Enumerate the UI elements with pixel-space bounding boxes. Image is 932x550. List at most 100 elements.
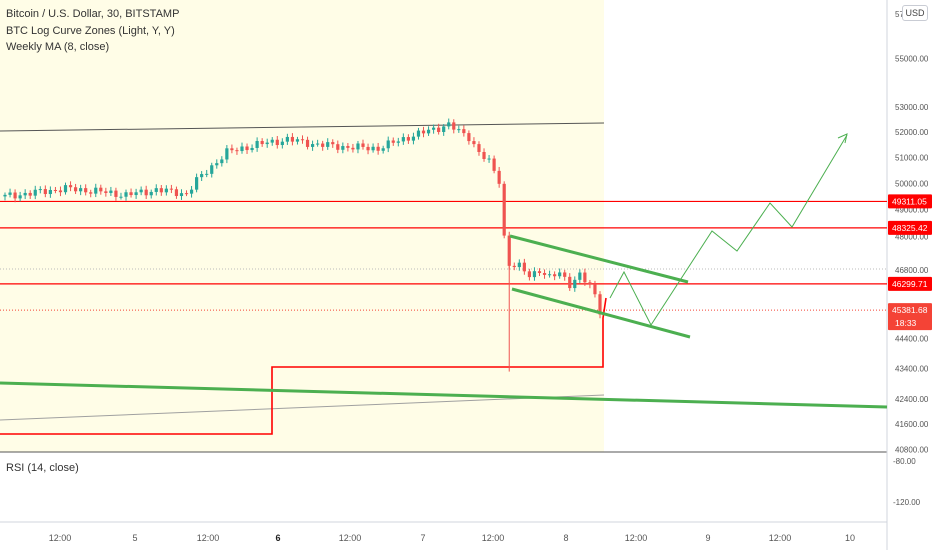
- candle-body: [452, 122, 456, 130]
- candle-body: [245, 146, 249, 151]
- candle-body: [457, 129, 461, 131]
- candle-body: [341, 146, 345, 150]
- candle-body: [467, 133, 471, 142]
- candle-body: [235, 150, 239, 152]
- price-level-tag-text: 48325.42: [892, 223, 928, 233]
- wedge-upper-line[interactable]: [509, 234, 689, 284]
- candle-body: [421, 130, 426, 134]
- time-tick-label: 12:00: [197, 533, 220, 543]
- price-level-tag[interactable]: [888, 276, 932, 291]
- candle-body: [432, 127, 436, 130]
- rsi-tick-label: -120.00: [893, 498, 921, 507]
- candle-body: [114, 190, 118, 197]
- candle-body: [472, 141, 476, 145]
- candle-body: [361, 143, 365, 147]
- candle-body: [573, 279, 577, 289]
- candle-body: [73, 187, 78, 192]
- price-level-tag-text: 49311.05: [892, 196, 927, 206]
- price-tick-label: 44400.00: [895, 335, 929, 344]
- candle-body: [179, 193, 184, 197]
- candle-body: [300, 139, 305, 141]
- candle-body: [200, 174, 204, 178]
- candle-body: [522, 262, 526, 272]
- candle-body: [149, 191, 153, 196]
- candle-body: [462, 129, 466, 134]
- candle-body: [563, 272, 567, 277]
- candle-body: [23, 192, 27, 196]
- time-tick-label: 12:00: [625, 533, 648, 543]
- indicator-log-curve-zones[interactable]: BTC Log Curve Zones (Light, Y, Y): [6, 25, 175, 37]
- candle-body: [477, 144, 481, 152]
- last-price-tag-text: 45381.68: [892, 305, 928, 315]
- candle-body: [568, 276, 572, 289]
- price-tick-label: 46800.00: [895, 266, 929, 275]
- candle-body: [583, 272, 587, 283]
- candle-body: [43, 189, 47, 195]
- candle-body: [3, 194, 7, 197]
- symbol-title[interactable]: Bitcoin / U.S. Dollar, 30, BITSTAMP: [6, 8, 180, 20]
- bar-countdown-text: 18:33: [895, 318, 917, 328]
- candle-body: [63, 185, 68, 193]
- candle-body: [331, 142, 335, 145]
- last-price-tag[interactable]: [888, 303, 932, 331]
- candle-body: [593, 284, 597, 295]
- candle-body: [89, 192, 93, 194]
- candle-body: [48, 189, 52, 195]
- candle-body: [260, 141, 264, 145]
- candle-body: [169, 188, 173, 190]
- time-tick-label: 6: [275, 533, 280, 543]
- time-tick-label: 12:00: [482, 533, 505, 543]
- price-level-tag[interactable]: [888, 220, 932, 235]
- time-tick-label: 5: [132, 533, 137, 543]
- candle-body: [416, 130, 421, 137]
- indicator-weekly-ma[interactable]: Weekly MA (8, close): [6, 41, 110, 53]
- candle-body: [502, 183, 506, 236]
- candle-body: [527, 271, 532, 278]
- candle-body: [134, 192, 138, 196]
- candle-body: [195, 177, 199, 190]
- long-trend-line[interactable]: [0, 381, 888, 409]
- candle-body: [371, 146, 375, 151]
- candle-body: [33, 189, 37, 196]
- time-tick-label: 12:00: [49, 533, 72, 543]
- projection-path[interactable]: [609, 134, 848, 326]
- candle-body: [346, 146, 350, 148]
- candle-body: [517, 262, 521, 268]
- candle-body: [406, 137, 410, 141]
- candle-body: [144, 189, 148, 196]
- candle-body: [94, 187, 98, 194]
- candle-body: [442, 126, 446, 133]
- candle-body: [588, 282, 592, 285]
- candle-body: [58, 190, 63, 193]
- price-tick-label: 48000.00: [895, 233, 929, 242]
- candle-body: [391, 140, 395, 143]
- candle-body: [164, 188, 168, 193]
- candle-body: [275, 139, 279, 146]
- candle-body: [154, 188, 158, 192]
- candle-body: [482, 151, 486, 159]
- currency-badge[interactable]: USD: [902, 5, 928, 21]
- candle-body: [210, 165, 214, 174]
- candle-body: [220, 159, 224, 164]
- candle-body: [104, 191, 108, 193]
- price-level-tag-text: 46299.71: [892, 279, 928, 289]
- candle-body: [542, 273, 547, 275]
- resistance-line[interactable]: [0, 122, 605, 132]
- candle-body: [386, 140, 390, 149]
- candle-body: [321, 143, 325, 147]
- candle-body: [305, 139, 310, 147]
- candle-body: [230, 148, 234, 151]
- candle-body: [13, 192, 17, 199]
- rsi-indicator-label[interactable]: RSI (14, close): [6, 462, 79, 474]
- candle-body: [109, 190, 113, 193]
- price-tick-label: 40800.00: [895, 445, 929, 454]
- time-tick-label: 7: [420, 533, 425, 543]
- candle-body: [240, 146, 244, 152]
- candle-body: [598, 294, 602, 315]
- price-level-tag[interactable]: [888, 194, 932, 209]
- wedge-lower-line[interactable]: [511, 287, 691, 339]
- price-tick-label: 43400.00: [895, 365, 929, 374]
- candle-body: [532, 271, 537, 278]
